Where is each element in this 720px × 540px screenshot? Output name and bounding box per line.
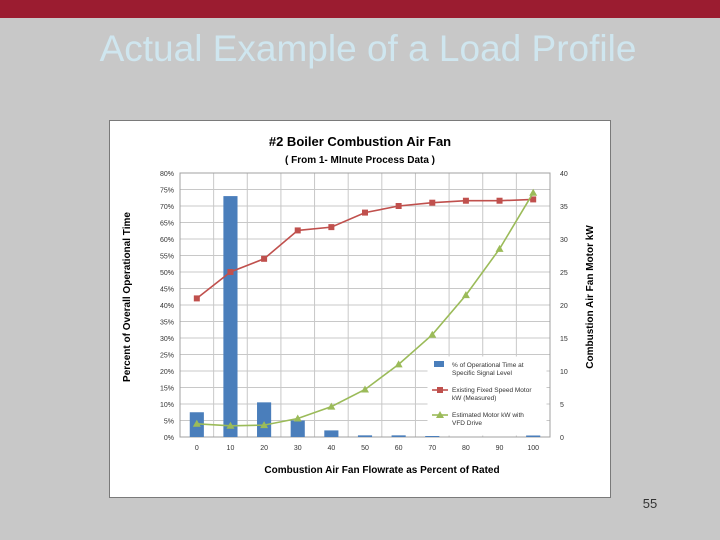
data-point	[496, 197, 503, 204]
y-tick-label: 55%	[160, 254, 174, 261]
bar	[391, 435, 406, 437]
y-tick-label: 30%	[160, 336, 174, 343]
x-tick-label: 30	[294, 445, 302, 452]
data-point	[462, 197, 469, 204]
bar	[290, 420, 305, 437]
y-tick-label: 25%	[160, 353, 174, 360]
y2-tick-label: 40	[560, 171, 568, 178]
y2-tick-label: 30	[560, 237, 568, 244]
data-point	[495, 244, 504, 252]
y-tick-label: 5%	[164, 419, 174, 426]
x-tick-label: 90	[496, 445, 504, 452]
data-point	[428, 330, 437, 338]
bar	[324, 430, 339, 437]
data-point	[193, 295, 200, 302]
legend-label: Existing Fixed Speed Motor kW (Measured)	[452, 387, 532, 402]
data-point	[261, 255, 268, 262]
load-profile-chart: #2 Boiler Combustion Air Fan ( From 1- M…	[122, 134, 596, 476]
x-tick-label: 10	[227, 445, 235, 452]
data-point	[362, 209, 368, 216]
legend-swatch	[434, 361, 444, 367]
x-axis-label: Combustion Air Fan Flowrate as Percent o…	[264, 465, 499, 476]
x-tick-label: 40	[327, 445, 335, 452]
bar	[223, 196, 238, 437]
y-tick-label: 75%	[160, 188, 174, 195]
y2-axis-label: Combustion Air Fan Motor kW	[585, 225, 596, 369]
x-tick-label: 100	[527, 445, 539, 452]
bar	[257, 402, 272, 437]
y2-tick-label: 20	[560, 303, 568, 310]
y-tick-label: 60%	[160, 237, 174, 244]
data-point	[429, 199, 436, 206]
data-point	[227, 269, 234, 275]
bar	[425, 436, 440, 437]
x-tick-label: 20	[260, 445, 268, 452]
gridlines	[179, 172, 551, 438]
data-point	[394, 360, 403, 368]
legend-marker	[436, 411, 444, 418]
legend-label: % of Operational Time at Specific Signal …	[452, 362, 524, 377]
y-tick-label: 80%	[160, 171, 174, 178]
x-tick-label: 50	[361, 445, 369, 452]
y-axis-label: Percent of Overall Operational Time	[122, 212, 133, 382]
y-tick-label: 70%	[160, 204, 174, 211]
legend-marker	[437, 387, 443, 393]
right-axis-ticks: 0 5 10 15 20 25 30 35 40	[560, 171, 568, 442]
chart-frame: #2 Boiler Combustion Air Fan ( From 1- M…	[109, 120, 611, 498]
y-tick-label: 45%	[160, 287, 174, 294]
data-point	[395, 203, 402, 209]
left-axis-ticks: 0% 5% 10% 15% 20% 25% 30% 35% 40% 45% 50% 55% 60% 65%…	[160, 171, 174, 442]
y2-tick-label: 10	[560, 369, 568, 376]
data-point	[226, 421, 235, 429]
data-point	[192, 419, 201, 427]
y-tick-label: 40%	[160, 303, 174, 310]
data-point	[530, 196, 537, 203]
chart-title: #2 Boiler Combustion Air Fan	[269, 134, 451, 149]
y2-tick-label: 15	[560, 336, 568, 343]
page-number: 55	[642, 496, 658, 511]
data-point	[461, 291, 470, 299]
data-point	[260, 421, 269, 429]
y-tick-label: 35%	[160, 320, 174, 327]
chart-subtitle: ( From 1- MInute Process Data )	[285, 155, 435, 166]
header-bar	[0, 0, 720, 18]
y2-tick-label: 25	[560, 270, 568, 277]
legend-label: Estimated Motor kW with VFD Drive	[452, 412, 524, 427]
y-tick-label: 65%	[160, 221, 174, 228]
x-axis-ticks: 0 10 20 30 40 50 60 70 80 90 100	[195, 445, 539, 452]
y-tick-label: 50%	[160, 270, 174, 277]
data-point	[327, 402, 336, 410]
bar	[526, 435, 541, 437]
slide-title: Actual Example of a Load Profile	[99, 28, 637, 69]
y-tick-label: 0%	[164, 435, 174, 442]
x-tick-label: 0	[195, 445, 199, 452]
data-point	[294, 227, 301, 234]
line-series	[192, 188, 538, 429]
y2-tick-label: 35	[560, 204, 568, 211]
y-tick-label: 20%	[160, 369, 174, 376]
y-tick-label: 10%	[160, 402, 174, 409]
bar	[357, 435, 373, 437]
data-point	[529, 188, 538, 196]
legend-box	[427, 356, 547, 436]
x-tick-label: 80	[462, 445, 470, 452]
legend: % of Operational Time at Specific Signal …	[427, 356, 547, 436]
x-tick-label: 70	[428, 445, 436, 452]
data-point	[361, 385, 369, 393]
y-tick-label: 15%	[160, 386, 174, 393]
y2-tick-label: 5	[560, 402, 564, 409]
y2-tick-label: 0	[560, 435, 564, 442]
data-point	[328, 224, 335, 231]
x-tick-label: 60	[395, 445, 403, 452]
data-point	[293, 414, 302, 422]
